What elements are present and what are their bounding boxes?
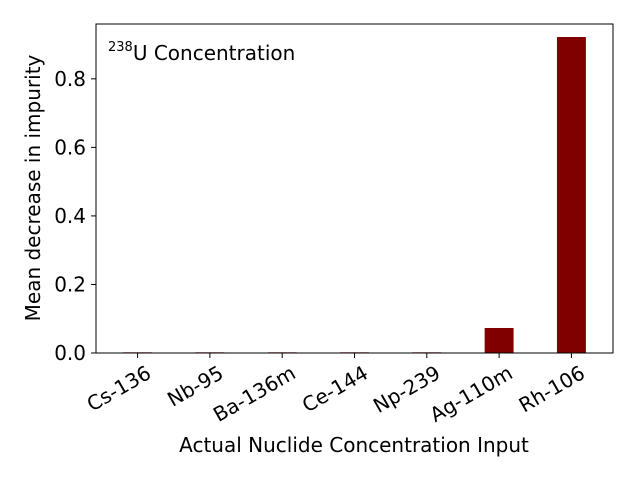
bar-rh-106 <box>556 37 586 353</box>
x-tick-label: Ce-144 <box>298 361 372 418</box>
bars-group <box>123 37 586 354</box>
y-axis-ticks: 0.0 0.2 0.4 0.6 0.8 <box>54 67 96 365</box>
x-axis-ticks: Cs-136 Nb-95Ba-136mCe-144Np-239Ag-110mRh-… <box>83 353 589 427</box>
y-tick-label: 0.6 <box>54 135 86 159</box>
x-axis-label: Actual Nuclide Concentration Input <box>179 433 529 457</box>
x-tick-label: Ag-110m <box>426 361 517 427</box>
y-tick-label: 0.0 <box>54 341 86 365</box>
chart-title: 238U Concentration <box>108 40 295 65</box>
x-tick-label: Cs-136 <box>83 361 155 417</box>
axes-frame <box>95 23 614 354</box>
x-tick-label: Rh-106 <box>515 361 589 418</box>
bar-ag-110m <box>484 327 514 353</box>
title-mass-number: 238 <box>108 40 133 55</box>
title-text: U Concentration <box>133 41 295 65</box>
y-axis-label: Mean decrease in impurity <box>21 54 45 321</box>
y-tick-label: 0.4 <box>54 204 86 228</box>
x-tick-label: Ba-136m <box>209 361 300 427</box>
y-tick-label: 0.8 <box>54 67 86 91</box>
y-tick-label: 0.2 <box>54 272 86 296</box>
